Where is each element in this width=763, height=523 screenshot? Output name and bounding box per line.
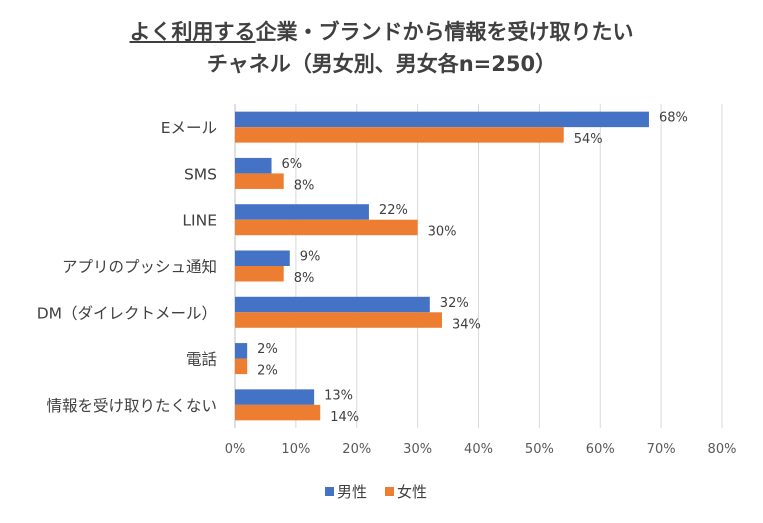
legend-swatch xyxy=(325,487,334,496)
bar xyxy=(235,157,272,174)
data-label: 2% xyxy=(257,364,278,379)
category-label: 電話 xyxy=(186,351,217,369)
x-tick-label: 40% xyxy=(464,442,493,457)
category-label: アプリのプッシュ通知 xyxy=(62,258,217,276)
x-tick-label: 50% xyxy=(525,442,554,457)
data-label: 32% xyxy=(440,296,469,311)
data-label: 34% xyxy=(452,317,481,332)
bar xyxy=(235,111,649,128)
data-label: 68% xyxy=(659,111,688,126)
x-tick-label: 0% xyxy=(225,442,246,457)
bar xyxy=(235,173,284,189)
x-tick-label: 80% xyxy=(708,442,737,457)
x-tick-label: 20% xyxy=(342,442,371,457)
data-label: 8% xyxy=(294,178,315,193)
x-tick-label: 10% xyxy=(281,442,310,457)
category-label: DM（ダイレクトメール） xyxy=(37,304,217,322)
bar xyxy=(235,358,248,375)
chart-title-underlined: よく利用する xyxy=(129,20,256,44)
chart-title-rest: 企業・ブランドから情報を受け取りたい xyxy=(255,20,634,44)
bar xyxy=(235,389,315,405)
category-label: Eメール xyxy=(161,119,217,137)
bar xyxy=(235,266,284,282)
bar xyxy=(235,404,321,421)
category-label: LINE xyxy=(182,212,217,230)
x-tick-label: 70% xyxy=(647,442,676,457)
category-label: 情報を受け取りたくない xyxy=(46,397,217,415)
x-tick-label: 30% xyxy=(403,442,432,457)
data-label: 30% xyxy=(428,225,457,240)
category-label: SMS xyxy=(184,165,217,183)
data-label: 13% xyxy=(324,388,353,403)
x-tick-label: 60% xyxy=(586,442,615,457)
chart-subtitle: チャネル（男女別、男女各n=250） xyxy=(206,52,557,76)
legend-swatch xyxy=(385,487,394,496)
chart-title: よく利用する企業・ブランドから情報を受け取りたい xyxy=(0,16,763,46)
data-label: 54% xyxy=(574,132,603,147)
bar xyxy=(235,250,290,266)
bar xyxy=(235,343,248,359)
legend-label: 女性 xyxy=(397,483,427,501)
data-label: 14% xyxy=(330,410,359,425)
data-label: 22% xyxy=(379,203,408,218)
bar xyxy=(235,219,418,236)
data-label: 2% xyxy=(257,342,278,357)
bar xyxy=(235,127,564,143)
bar xyxy=(235,204,369,220)
bar xyxy=(235,312,442,328)
data-label: 9% xyxy=(300,250,321,265)
data-label: 8% xyxy=(294,271,315,286)
data-label: 6% xyxy=(282,157,303,172)
bar xyxy=(235,296,430,313)
legend-label: 男性 xyxy=(337,483,367,501)
